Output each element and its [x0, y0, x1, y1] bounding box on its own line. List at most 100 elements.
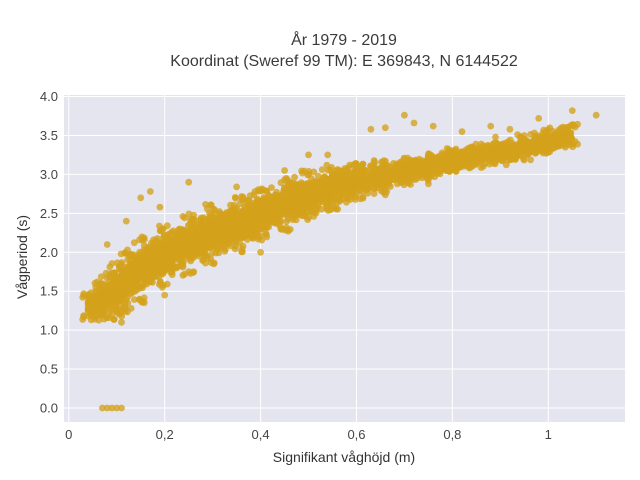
- data-point: [265, 207, 272, 215]
- data-point: [97, 273, 105, 280]
- data-point: [130, 239, 138, 247]
- data-point: [239, 193, 247, 201]
- data-point: [177, 262, 185, 270]
- data-point: [296, 191, 304, 199]
- data-point: [117, 276, 125, 283]
- data-point: [127, 305, 135, 312]
- data-point: [370, 157, 378, 164]
- data-point: [477, 140, 485, 148]
- data-point: [94, 303, 101, 311]
- data-point: [110, 316, 118, 323]
- data-point: [414, 174, 421, 182]
- data-point: [91, 279, 99, 287]
- data-point: [173, 253, 181, 261]
- data-point: [128, 277, 136, 285]
- data-point: [416, 168, 424, 176]
- data-point: [268, 184, 275, 192]
- data-point: [138, 258, 146, 266]
- data-point: [569, 143, 577, 151]
- data-point: [485, 150, 493, 158]
- data-point: [398, 178, 406, 186]
- x-axis-title: Signifikant våghöjd (m): [273, 449, 415, 465]
- data-point: [299, 212, 306, 220]
- data-point: [159, 225, 167, 233]
- data-point: [427, 151, 435, 159]
- data-point: [138, 298, 146, 306]
- data-point: [108, 284, 115, 292]
- data-point: [324, 207, 332, 214]
- data-point: [123, 266, 131, 274]
- data-point: [232, 242, 240, 250]
- data-point: [124, 286, 131, 294]
- data-point: [391, 176, 399, 183]
- y-tick-label: 0.5: [40, 362, 58, 377]
- data-point: [161, 291, 169, 299]
- data-point: [99, 404, 106, 412]
- data-point: [137, 194, 145, 202]
- data-point: [196, 233, 204, 241]
- data-point: [180, 230, 188, 237]
- data-point: [179, 247, 187, 255]
- data-point: [118, 318, 125, 326]
- data-point: [346, 193, 354, 201]
- data-point: [79, 293, 87, 301]
- data-point: [272, 195, 280, 203]
- data-point: [473, 149, 480, 157]
- data-point: [223, 209, 231, 216]
- y-tick-labels: 0.0 0.5 1.0 1.5 2.0 2.5 3.0 3.5 4.0: [40, 89, 58, 415]
- y-tick-label: 4.0: [40, 89, 58, 104]
- data-point: [262, 195, 270, 203]
- data-point: [359, 171, 366, 179]
- data-point: [103, 241, 111, 248]
- data-point: [490, 157, 498, 165]
- data-point: [172, 263, 179, 270]
- data-point: [188, 232, 196, 240]
- data-point: [117, 250, 125, 258]
- data-point: [150, 248, 158, 256]
- data-point: [203, 254, 211, 262]
- data-point: [571, 138, 579, 145]
- data-point: [401, 111, 408, 119]
- data-point: [427, 173, 435, 180]
- y-tick-label: 3.5: [40, 128, 58, 143]
- data-point: [91, 315, 99, 323]
- data-point: [425, 180, 432, 188]
- data-point: [299, 169, 306, 177]
- data-point: [592, 111, 600, 119]
- data-point: [307, 193, 314, 200]
- data-point: [332, 167, 340, 175]
- data-point: [113, 259, 121, 267]
- data-point: [305, 214, 313, 221]
- data-point: [232, 194, 240, 202]
- data-point: [332, 192, 339, 200]
- data-points: [79, 107, 600, 412]
- data-point: [110, 274, 118, 281]
- data-point: [171, 248, 179, 256]
- data-point: [185, 178, 193, 186]
- data-point: [314, 172, 322, 180]
- data-point: [277, 225, 285, 233]
- data-point: [87, 289, 95, 297]
- data-point: [159, 281, 167, 289]
- data-point: [318, 166, 326, 174]
- data-point: [189, 226, 197, 234]
- data-point: [117, 306, 125, 314]
- data-point: [445, 148, 452, 156]
- data-point: [356, 184, 364, 191]
- data-point: [431, 161, 439, 169]
- data-point: [130, 259, 138, 267]
- data-point: [108, 404, 116, 412]
- y-tick-label: 1.0: [40, 323, 58, 338]
- x-tick-label: 1: [545, 427, 552, 442]
- data-point: [148, 256, 156, 264]
- data-point: [292, 212, 299, 220]
- data-point: [281, 167, 288, 174]
- data-point: [145, 262, 153, 269]
- data-point: [162, 242, 169, 250]
- data-point: [197, 214, 205, 222]
- data-point: [481, 155, 488, 163]
- data-point: [190, 211, 198, 219]
- data-point: [234, 218, 242, 226]
- data-point: [130, 296, 138, 303]
